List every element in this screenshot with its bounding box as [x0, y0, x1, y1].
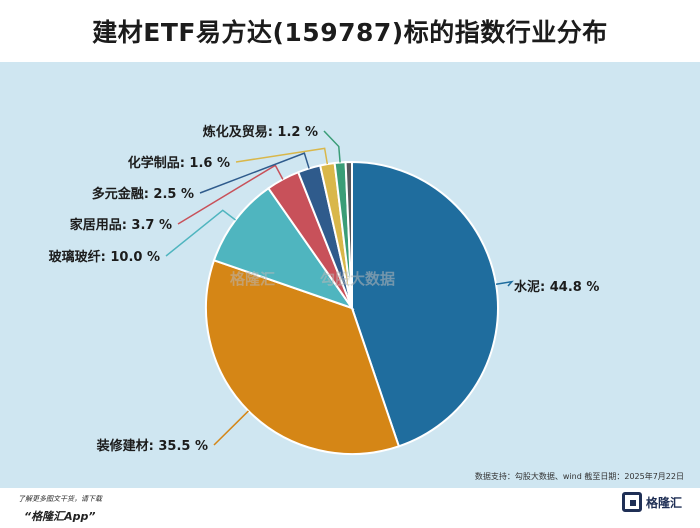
- slice-label-5: 化学制品: 1.6 %: [128, 155, 230, 171]
- source-note: 数据支持：勾股大数据、wind 截至日期：2025年7月22日: [474, 472, 684, 481]
- pie-chart: 水泥: 44.8 % 装修建材: 35.5 % 玻璃玻纤: 10.0 % 家居用品: …: [49, 124, 599, 455]
- footer: 了解更多图文干货，请下载 “格隆汇App” 格隆汇: [0, 488, 700, 528]
- pie-slice-7: [344, 160, 353, 309]
- pie-slice-2: [212, 186, 355, 310]
- leader-line-0: [495, 280, 514, 287]
- watermark-left: 格隆汇: [230, 270, 276, 288]
- promo-text: 了解更多图文干货，请下载: [18, 495, 102, 503]
- pie-slice-0: [351, 160, 499, 448]
- pie-slice-1: [205, 259, 401, 455]
- leader-line-5: [235, 147, 329, 165]
- app-name: “格隆汇App”: [24, 510, 96, 523]
- leader-line-3: [177, 164, 284, 225]
- logo-text: 格隆汇: [645, 495, 682, 510]
- slice-label-1: 装修建材: 35.5 %: [96, 438, 208, 454]
- leader-line-6: [323, 130, 341, 163]
- leader-line-2: [165, 209, 236, 257]
- title-bar: 建材ETF易方达(159787)标的指数行业分布: [0, 0, 700, 62]
- leader-line-4: [199, 152, 310, 194]
- leader-line-1: [213, 410, 249, 446]
- slice-label-3: 家居用品: 3.7 %: [70, 217, 172, 233]
- chart-panel: 水泥: 44.8 % 装修建材: 35.5 % 玻璃玻纤: 10.0 % 家居用品: …: [0, 62, 700, 488]
- slice-label-0: 水泥: 44.8 %: [514, 279, 599, 295]
- watermark-right: 勾股大数据: [320, 270, 396, 288]
- brand-logo: 格隆汇: [621, 492, 682, 512]
- slice-label-6: 炼化及贸易: 1.2 %: [203, 124, 318, 140]
- chart-title: 建材ETF易方达(159787)标的指数行业分布: [92, 18, 608, 47]
- logo-icon: [621, 492, 642, 512]
- slice-label-4: 多元金融: 2.5 %: [92, 186, 194, 202]
- slice-label-2: 玻璃玻纤: 10.0 %: [49, 249, 160, 265]
